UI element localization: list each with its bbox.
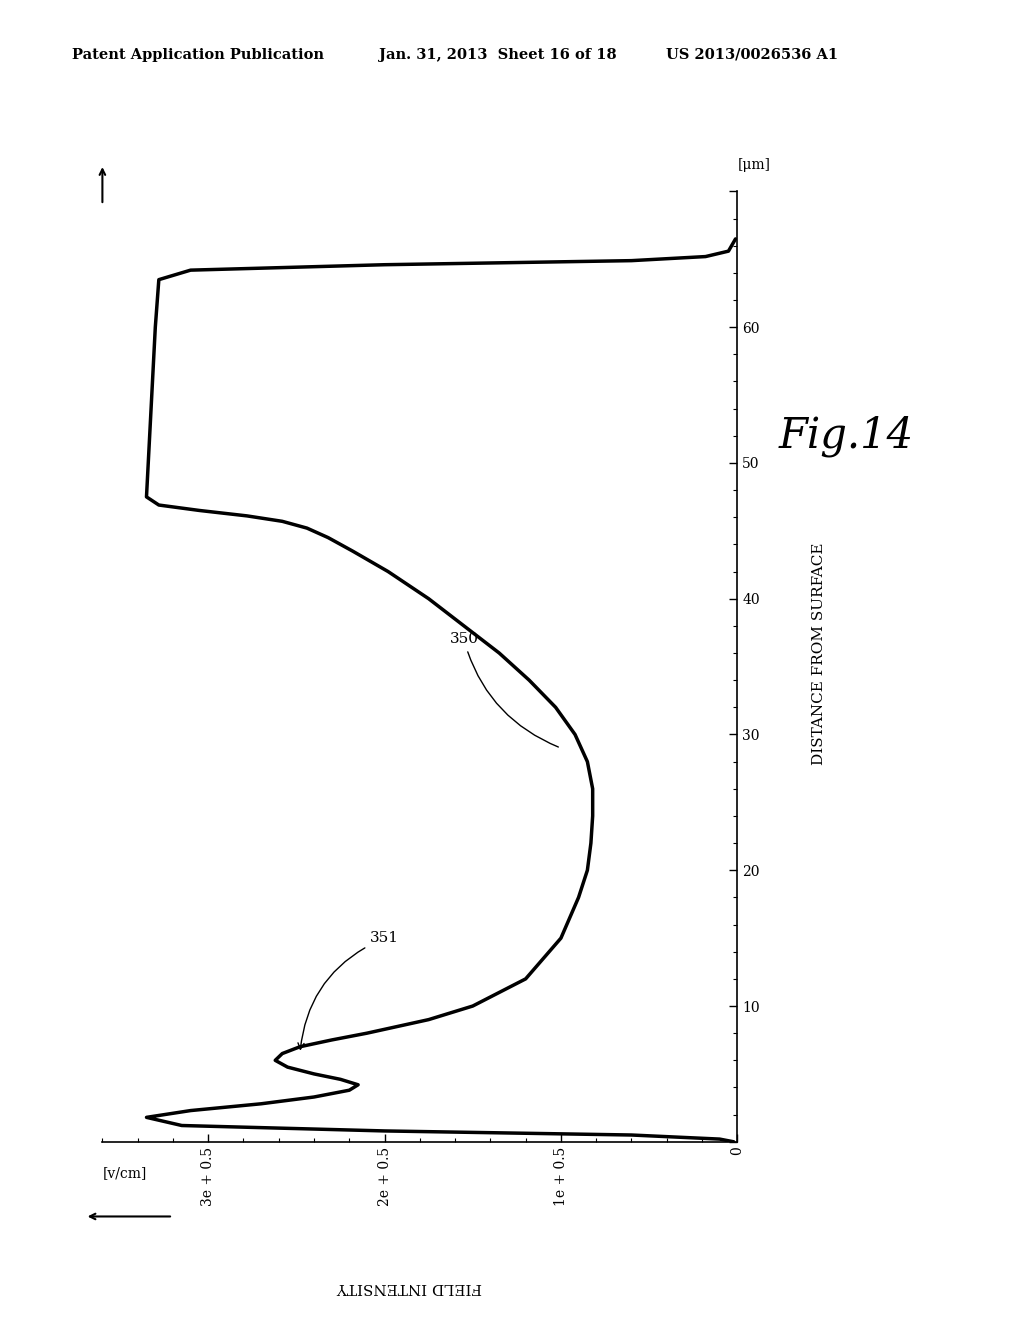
Text: [v/cm]: [v/cm] xyxy=(102,1167,146,1180)
Text: Fig.14: Fig.14 xyxy=(778,414,913,457)
Text: [μm]: [μm] xyxy=(738,157,771,172)
Text: 350: 350 xyxy=(450,632,558,747)
Text: Jan. 31, 2013  Sheet 16 of 18: Jan. 31, 2013 Sheet 16 of 18 xyxy=(379,48,616,62)
Text: DISTANCE FROM SURFACE: DISTANCE FROM SURFACE xyxy=(812,543,826,764)
Text: US 2013/0026536 A1: US 2013/0026536 A1 xyxy=(666,48,838,62)
Text: 351: 351 xyxy=(298,931,399,1049)
Text: FIELD INTENSITY: FIELD INTENSITY xyxy=(337,1279,482,1294)
Text: Patent Application Publication: Patent Application Publication xyxy=(72,48,324,62)
